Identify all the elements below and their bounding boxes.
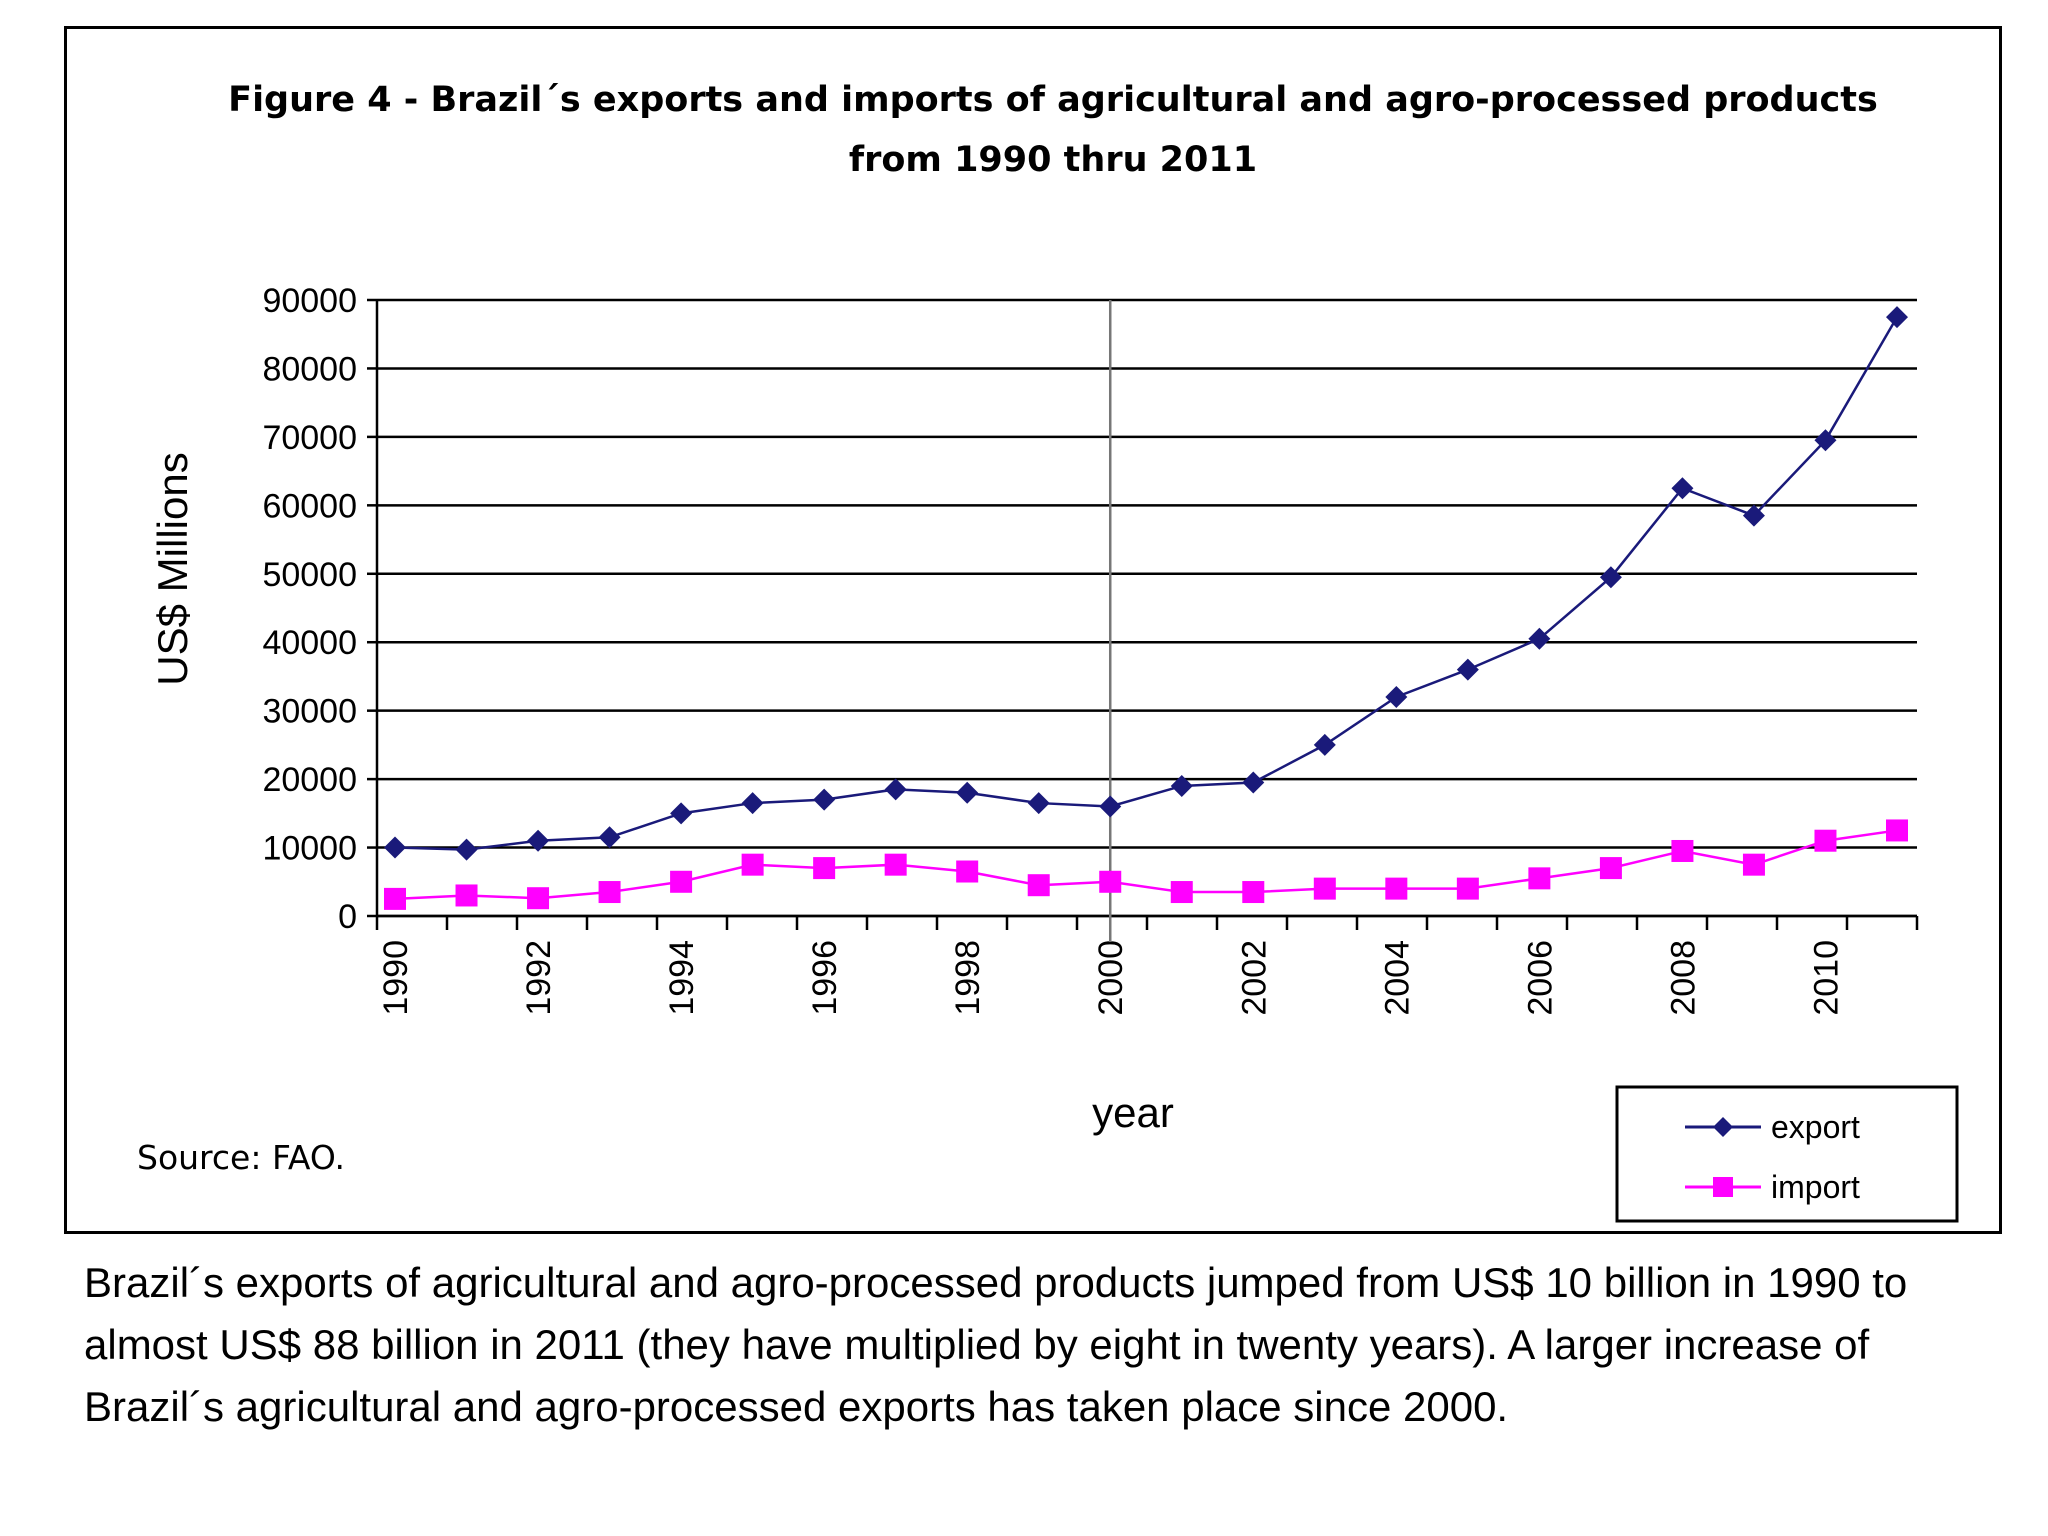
gridlines: [377, 298, 1917, 918]
data-point-import: [813, 857, 836, 880]
chart-title-line-1: Figure 4 - Brazil´s exports and imports …: [228, 80, 1878, 120]
data-point-export: [741, 792, 764, 815]
legend-item-export: export: [1685, 1109, 1860, 1145]
data-point-export: [1385, 685, 1408, 708]
data-point-export: [1599, 566, 1622, 589]
data-point-import: [1242, 881, 1265, 904]
series-import: [384, 819, 1908, 910]
data-point-import: [384, 887, 406, 910]
legend-marker-import: [1713, 1177, 1733, 1197]
data-point-export: [598, 826, 621, 849]
data-point-export: [1886, 306, 1908, 329]
data-point-import: [1671, 839, 1694, 862]
y-tick-label: 10000: [262, 830, 357, 868]
y-axis-ticks: 0 10000 20000 30000 40000 50000 60000 70000 8000…: [262, 282, 379, 936]
data-point-import: [1886, 819, 1908, 842]
data-point-import: [1456, 877, 1479, 900]
data-point-export: [813, 788, 836, 811]
legend-marker-export: [1713, 1117, 1733, 1137]
data-point-export: [1313, 733, 1336, 756]
x-tick-label: 1994: [663, 940, 701, 1016]
data-point-export: [1814, 429, 1837, 452]
data-point-import: [1814, 829, 1837, 852]
y-tick-label: 50000: [262, 556, 357, 594]
data-point-import: [1027, 874, 1050, 897]
series-export: [384, 306, 1908, 861]
data-point-import: [1313, 877, 1336, 900]
y-tick-label: 90000: [262, 282, 357, 320]
y-axis-title: US$ Millions: [149, 452, 196, 685]
data-point-import: [1742, 853, 1765, 876]
data-point-import: [1385, 877, 1408, 900]
data-point-import: [1528, 867, 1551, 890]
data-point-export: [884, 778, 907, 801]
data-point-export: [1027, 792, 1050, 815]
series-line-export: [394, 316, 1899, 851]
y-tick-label: 20000: [262, 761, 357, 799]
chart-frame: Figure 4 - Brazil´s exports and imports …: [64, 26, 2002, 1234]
data-point-import: [956, 860, 979, 883]
legend-label-import: import: [1771, 1169, 1860, 1205]
data-point-export: [1170, 774, 1193, 797]
y-tick-label: 30000: [262, 693, 357, 731]
x-tick-label: 1998: [949, 940, 987, 1016]
y-tick-label: 60000: [262, 487, 357, 525]
data-point-export: [527, 829, 550, 852]
data-point-import: [455, 884, 478, 907]
y-tick-label: 40000: [262, 624, 357, 662]
data-point-import: [598, 881, 621, 904]
data-point-export: [1671, 477, 1694, 500]
x-axis: 1990 1992 1994 1996 1998 2000 2002 2004 2006 2008…: [375, 914, 1919, 1016]
data-point-import: [527, 887, 550, 910]
data-point-export: [455, 838, 478, 861]
data-point-import: [741, 853, 764, 876]
x-tick-label: 2010: [1807, 940, 1845, 1016]
data-point-export: [1099, 795, 1122, 818]
legend-box: [1615, 1085, 1959, 1223]
x-tick-label: 2002: [1235, 940, 1273, 1016]
y-tick-label: 70000: [262, 419, 357, 457]
line-chart: Figure 4 - Brazil´s exports and imports …: [137, 80, 1959, 1223]
x-tick-label: 2000: [1092, 940, 1130, 1016]
x-axis-title: year: [1092, 1089, 1174, 1136]
legend: export import: [1615, 1085, 1959, 1223]
series-line-import: [394, 829, 1898, 901]
x-tick-label: 2006: [1521, 940, 1559, 1016]
y-tick-label: 80000: [262, 350, 357, 388]
legend-label-export: export: [1771, 1109, 1860, 1145]
data-point-import: [1599, 857, 1622, 880]
y-tick-label: 0: [338, 898, 357, 936]
source-note: Source: FAO.: [137, 1138, 345, 1177]
data-point-import: [1099, 870, 1122, 893]
data-point-import: [884, 853, 907, 876]
x-tick-label: 1990: [377, 940, 415, 1016]
data-point-export: [1742, 504, 1765, 527]
data-series: [384, 306, 1908, 910]
x-tick-label: 1996: [806, 940, 844, 1016]
data-point-export: [384, 836, 406, 859]
caption-text: Brazil´s exports of agricultural and agr…: [84, 1259, 1908, 1430]
data-point-export: [1242, 771, 1265, 794]
data-point-export: [956, 781, 979, 804]
data-point-import: [670, 870, 693, 893]
data-point-import: [1170, 881, 1193, 904]
data-point-export: [670, 802, 693, 825]
x-tick-label: 2008: [1664, 940, 1702, 1016]
legend-item-import: import: [1685, 1169, 1860, 1205]
chart-title-line-2: from 1990 thru 2011: [849, 140, 1257, 180]
data-point-export: [1456, 658, 1479, 681]
x-tick-label: 1992: [520, 940, 558, 1016]
x-tick-label: 2004: [1378, 940, 1416, 1016]
data-point-export: [1528, 627, 1551, 650]
